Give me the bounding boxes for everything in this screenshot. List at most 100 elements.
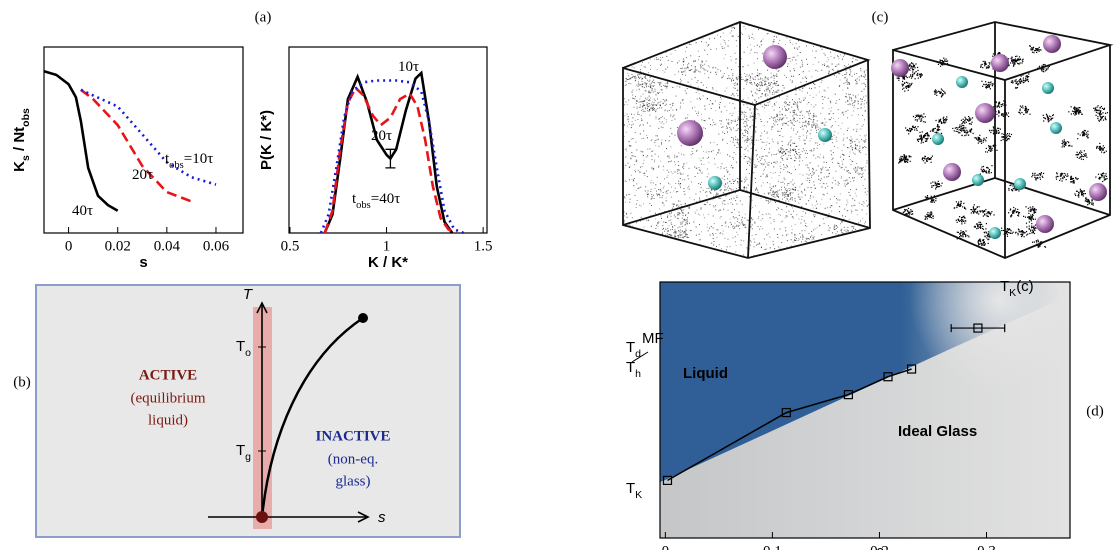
particle-dot [841, 176, 842, 177]
particle-dot [713, 196, 714, 197]
particle-dot [985, 151, 986, 152]
particle-dot [730, 181, 731, 182]
particle-dot [672, 110, 673, 111]
particle-dot [670, 114, 671, 115]
particle-dot [658, 222, 659, 223]
particle-dot [965, 208, 966, 209]
particle-dot [845, 82, 846, 83]
particle-dot [703, 120, 704, 121]
particle-dot [667, 217, 668, 218]
particle-dot [1020, 76, 1021, 77]
particle-dot [656, 116, 657, 117]
particle-dot [776, 74, 777, 75]
particle-dot [647, 137, 648, 138]
particle-dot [780, 148, 781, 149]
particle-dot [852, 62, 853, 63]
particle-dot [855, 168, 856, 169]
particle-dot [744, 130, 745, 131]
particle-dot [910, 63, 911, 64]
particle-dot [725, 223, 726, 224]
particle-dot [770, 77, 771, 78]
particle-dot [756, 150, 757, 151]
particle-dot [865, 139, 866, 140]
particle-dot [750, 76, 751, 77]
particle-dot [668, 161, 669, 162]
particle-dot [691, 69, 692, 70]
particle-dot [795, 102, 796, 103]
particle-dot [775, 83, 776, 84]
particle-dot [1032, 49, 1033, 50]
particle-dot [851, 98, 852, 99]
particle-dot [1031, 49, 1032, 50]
particle-dot [774, 162, 775, 163]
particle-dot [626, 78, 627, 79]
particle-dot [1100, 177, 1101, 178]
particle-dot [768, 193, 769, 194]
particle-dot [760, 226, 761, 227]
particle-dot [663, 103, 664, 104]
particle-dot [813, 150, 814, 151]
particle-dot [657, 226, 658, 227]
particle-dot [834, 75, 835, 76]
particle-dot [787, 183, 788, 184]
particle-dot [641, 84, 642, 85]
particle-dot [767, 34, 768, 35]
particle-dot [724, 176, 725, 177]
particle-dot [650, 77, 651, 78]
particle-dot [686, 68, 687, 69]
particle-dot [718, 198, 719, 199]
particle-dot [690, 44, 691, 45]
particle-dot [861, 126, 862, 127]
particle-dot [661, 107, 662, 108]
particle-dot [742, 204, 743, 205]
particle-dot [680, 79, 681, 80]
particle-dot [653, 182, 654, 183]
particle-dot [634, 170, 635, 171]
particle-dot [774, 80, 775, 81]
particle-dot [975, 226, 976, 227]
particle-dot [902, 159, 903, 160]
particle-dot [650, 85, 651, 86]
particle-dot [748, 157, 749, 158]
particle-dot [828, 225, 829, 226]
particle-dot [666, 191, 667, 192]
particle-dot [904, 76, 905, 77]
particle-dot [859, 142, 860, 143]
particle-dot [666, 197, 667, 198]
particle-dot [943, 120, 944, 121]
particle-dot [670, 219, 671, 220]
particle-dot [805, 165, 806, 166]
particle-dot [655, 100, 656, 101]
particle-dot [735, 62, 736, 63]
particle-dot [758, 192, 759, 193]
particle-dot [713, 205, 714, 206]
particle-dot [681, 145, 682, 146]
particle-dot [805, 213, 806, 214]
particle-dot [986, 223, 987, 224]
particle-dot [705, 109, 706, 110]
particle-dot [782, 160, 783, 161]
particle-dot [654, 89, 655, 90]
particle-dot [714, 142, 715, 143]
particle-dot [749, 165, 750, 166]
particle-dot [733, 189, 734, 190]
particle-dot [762, 228, 763, 229]
particle-dot [910, 76, 911, 77]
particle-dot [813, 196, 814, 197]
particle-dot [833, 152, 834, 153]
particle-dot [674, 225, 675, 226]
particle-dot [638, 86, 639, 87]
particle-dot [766, 249, 767, 250]
particle-dot [1031, 226, 1032, 227]
particle-dot [993, 126, 994, 127]
particle-dot [672, 229, 673, 230]
particle-dot [940, 185, 941, 186]
particle-dot [820, 204, 821, 205]
particle-dot [652, 159, 653, 160]
particle-dot [736, 188, 737, 189]
particle-dot [728, 45, 729, 46]
particle-dot [1012, 185, 1013, 186]
particle-dot [827, 186, 828, 187]
particle-dot [934, 182, 935, 183]
particle-dot [817, 120, 818, 121]
